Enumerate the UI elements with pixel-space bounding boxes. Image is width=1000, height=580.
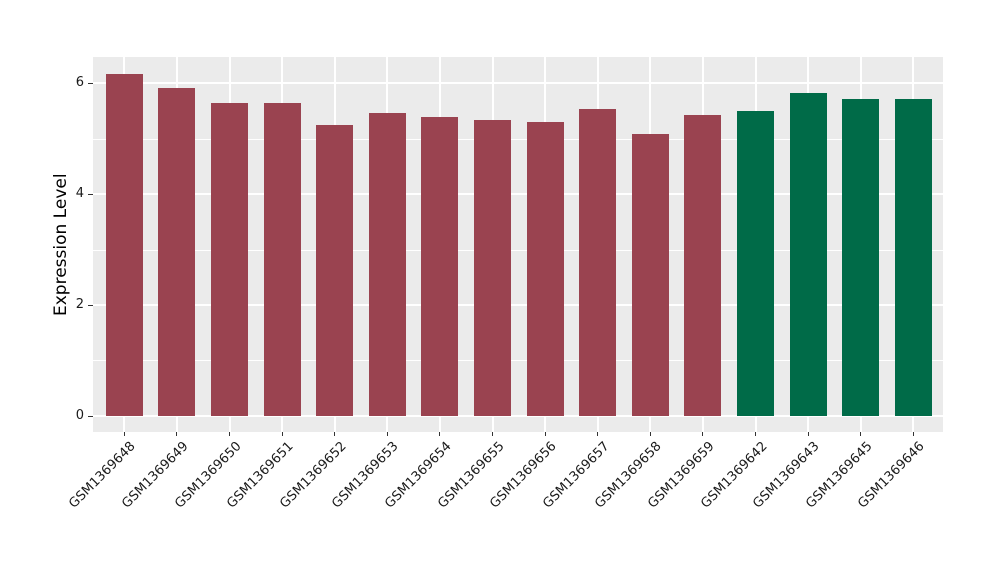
y-tick-mark [88, 415, 93, 417]
x-tick-mark [597, 432, 599, 436]
minor-gridline [93, 360, 943, 362]
bar-GSM1369649 [158, 87, 196, 416]
y-tick-label: 6 [75, 75, 84, 91]
bar-GSM1369655 [474, 119, 511, 416]
x-tick-mark [702, 432, 704, 436]
major-gridline [93, 303, 943, 306]
y-tick-mark [88, 304, 93, 306]
x-tick-mark [755, 432, 756, 436]
x-tick-mark [123, 432, 125, 436]
bar-GSM1369652 [316, 125, 354, 416]
bar-GSM1369645 [842, 99, 880, 416]
x-tick-mark [334, 432, 336, 436]
x-tick-mark [229, 432, 230, 436]
bar-GSM1369658 [631, 133, 669, 416]
x-tick-mark [649, 432, 651, 436]
y-tick-mark [88, 194, 93, 196]
major-gridline [93, 414, 943, 417]
y-tick-label: 4 [75, 186, 84, 202]
plot-panel [93, 57, 943, 432]
x-tick-mark [807, 432, 809, 436]
major-gridline [93, 82, 943, 85]
bar-GSM1369650 [211, 102, 248, 416]
x-tick-mark [860, 432, 862, 436]
bar-GSM1369642 [737, 111, 774, 416]
bar-GSM1369659 [684, 114, 722, 416]
x-tick-mark [544, 432, 546, 436]
x-tick-mark [281, 432, 283, 436]
bar-GSM1369648 [105, 73, 143, 416]
x-tick-mark [912, 432, 914, 436]
bar-GSM1369643 [789, 92, 827, 416]
minor-gridline [93, 138, 943, 140]
bar-GSM1369656 [526, 121, 564, 416]
major-gridline [93, 193, 943, 196]
x-tick-mark [386, 432, 388, 436]
y-tick-label: 0 [75, 407, 84, 423]
bar-GSM1369657 [579, 108, 617, 416]
x-tick-mark [492, 432, 493, 436]
bar-GSM1369654 [421, 116, 459, 416]
bar-GSM1369653 [368, 112, 406, 416]
y-tick-label: 2 [75, 296, 84, 312]
minor-gridline [93, 249, 943, 251]
y-tick-mark [88, 83, 93, 85]
x-tick-mark [176, 432, 178, 436]
bar-GSM1369651 [263, 102, 301, 416]
bar-GSM1369646 [894, 98, 932, 416]
y-axis-title: Expression Level [51, 173, 71, 316]
x-tick-mark [439, 432, 441, 436]
